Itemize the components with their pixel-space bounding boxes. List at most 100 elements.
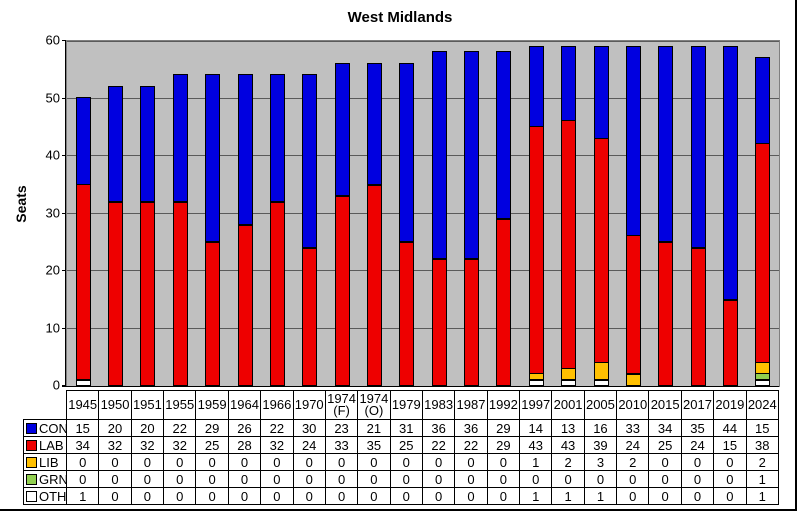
legend-cell-grn: GRN: [23, 470, 67, 488]
value-cell: 1: [551, 487, 585, 505]
bar-segment-con-1955: [173, 74, 188, 202]
value-cell: 22: [454, 436, 488, 454]
value-cell: 0: [486, 470, 521, 488]
bar-segment-con-2019: [723, 46, 738, 300]
value-cell: 0: [421, 487, 456, 505]
x-axis-line: [62, 386, 779, 387]
value-cell: 43: [551, 436, 585, 454]
value-cell: 23: [324, 419, 359, 437]
bar-segment-lab-1970: [302, 248, 317, 386]
value-cell: 0: [519, 470, 553, 488]
value-cell: 0: [130, 487, 165, 505]
value-cell: 31: [389, 419, 423, 437]
bar-segment-con-1983: [432, 51, 447, 259]
bar-segment-con-1974F: [335, 63, 350, 196]
gridline-60: [67, 41, 779, 42]
table-row-lab: LAB 34 32 32 32 25 28 32 24 33 35 25 22 22 29 43 43 39 24 2…: [23, 436, 780, 454]
value-cell: 2: [745, 453, 780, 471]
value-cell: 0: [648, 487, 682, 505]
y-tick-mark: [62, 327, 66, 329]
gridline-10: [67, 327, 779, 329]
oth-legend-swatch-icon: [26, 490, 37, 502]
value-cell: 0: [130, 453, 165, 471]
bar-segment-lab-1997: [529, 126, 544, 374]
value-cell: 0: [421, 470, 456, 488]
value-cell: 2: [616, 453, 650, 471]
year-header-cell: 2005: [583, 390, 618, 420]
bar-segment-con-1970: [302, 74, 317, 248]
legend-label: OTH: [39, 488, 67, 504]
value-cell: 1: [519, 487, 553, 505]
value-cell: 0: [227, 453, 262, 471]
value-cell: 32: [98, 436, 132, 454]
value-cell: 15: [65, 419, 100, 437]
value-cell: 0: [227, 487, 262, 505]
value-cell: 0: [227, 470, 262, 488]
bar-segment-lab-1983: [432, 259, 447, 386]
value-cell: 0: [195, 453, 229, 471]
y-tick-mark: [62, 270, 66, 271]
value-cell: 32: [163, 436, 197, 454]
value-cell: 15: [745, 419, 780, 437]
value-cell: 0: [98, 470, 132, 488]
bar-segment-lab-1992: [496, 219, 511, 386]
value-cell: 35: [680, 419, 715, 437]
bar-segment-con-2017: [691, 46, 706, 248]
value-cell: 0: [713, 453, 747, 471]
bar-segment-lab-1945: [76, 184, 91, 380]
y-tick-label: 0: [52, 377, 60, 393]
bar-segment-lab-1974F: [335, 196, 350, 386]
table-row-lib: LIB 0 0 0 0 0 0 0 0 0 0 0 0 0 0 1 2 3 2 0 0 0 2: [23, 453, 780, 471]
y-tick-label: 30: [45, 205, 60, 220]
value-cell: 0: [163, 453, 197, 471]
bar-segment-lab-1966: [270, 202, 285, 386]
bar-segment-grn-2024: [755, 373, 770, 380]
value-cell: 0: [454, 487, 488, 505]
value-cell: 29: [486, 436, 521, 454]
lab-legend-swatch-icon: [26, 439, 37, 451]
value-cell: 0: [389, 487, 423, 505]
value-cell: 25: [195, 436, 229, 454]
year-header-cell: 1959: [195, 390, 229, 420]
value-cell: 39: [583, 436, 618, 454]
year-header-cell: 2017: [680, 390, 715, 420]
value-cell: 2: [551, 453, 585, 471]
year-header-cell: 1970: [292, 390, 326, 420]
table-row-con: CON 15 20 20 22 29 26 22 30 23 21 31 36 36 29 14 13 16 33 3…: [23, 419, 780, 437]
value-cell: 0: [98, 487, 132, 505]
value-cell: 34: [65, 436, 100, 454]
value-cell: 36: [454, 419, 488, 437]
year-header-cell: 1974 (F): [324, 390, 359, 420]
bar-segment-con-1992: [496, 51, 511, 219]
bar-segment-oth-1945: [76, 380, 91, 386]
value-cell: 0: [583, 470, 618, 488]
value-cell: 0: [680, 487, 715, 505]
value-cell: 0: [421, 453, 456, 471]
bar-segment-lab-2015: [658, 242, 673, 386]
y-tick-mark: [62, 97, 66, 99]
bar-segment-oth-2005: [594, 380, 609, 386]
value-cell: 29: [195, 419, 229, 437]
value-cell: 0: [260, 470, 294, 488]
value-cell: 32: [130, 436, 165, 454]
bar-segment-lib-2001: [561, 368, 576, 380]
value-cell: 22: [421, 436, 456, 454]
value-cell: 0: [98, 453, 132, 471]
value-cell: 0: [260, 487, 294, 505]
value-cell: 0: [551, 470, 585, 488]
bar-segment-con-1951: [140, 86, 155, 202]
value-cell: 0: [389, 470, 423, 488]
bar-segment-lab-2001: [561, 120, 576, 369]
y-tick-label: 10: [45, 320, 60, 335]
value-cell: 0: [680, 470, 715, 488]
y-tick-label: 60: [45, 32, 60, 48]
bar-segment-con-2001: [561, 46, 576, 121]
bar-segment-con-1945: [76, 97, 91, 185]
year-header-cell: 1997: [519, 390, 553, 420]
value-cell: 0: [616, 487, 650, 505]
value-cell: 44: [713, 419, 747, 437]
table-row-oth: OTH 1 0 0 0 0 0 0 0 0 0 0 0 0 0 1 1 1 0 0 0 0 1: [23, 487, 780, 505]
legend-cell-lab: LAB: [23, 436, 67, 454]
year-header-cell: 2024: [745, 390, 780, 420]
